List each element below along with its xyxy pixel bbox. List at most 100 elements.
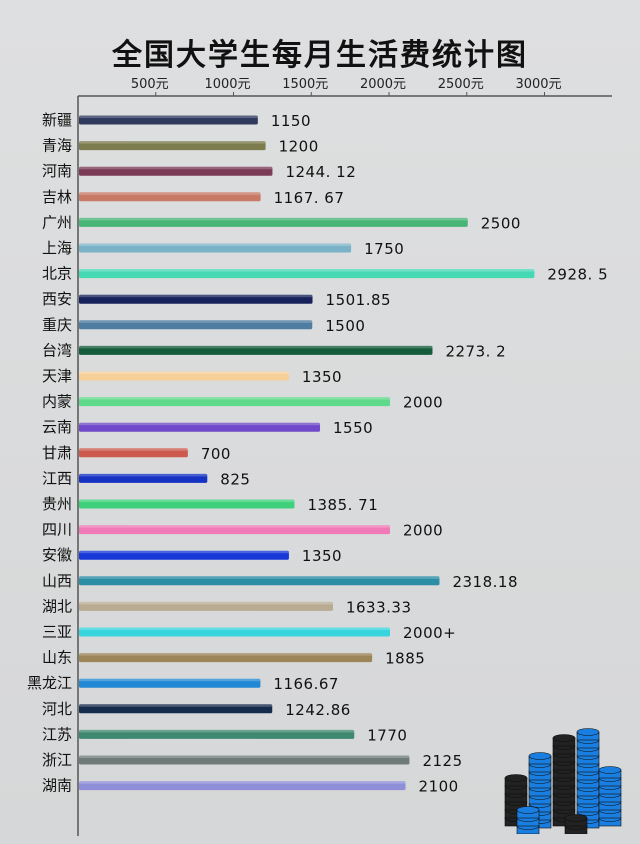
coin-stack: [516, 806, 540, 834]
category-label: 北京: [42, 265, 72, 283]
bar-highlight: [79, 422, 321, 426]
x-tick-label: 3000元: [515, 77, 561, 92]
bar-highlight: [79, 294, 313, 298]
x-tick-label: 1000元: [204, 77, 250, 92]
bar: [79, 192, 261, 202]
bar-highlight: [79, 627, 390, 630]
category-label: 云南: [42, 418, 72, 436]
chart-title: 全国大学生每月生活费统计图: [112, 38, 528, 73]
bar: [79, 525, 390, 535]
value-label: 2125: [422, 752, 462, 770]
category-label: 上海: [42, 239, 72, 257]
value-label: 825: [220, 470, 250, 488]
bar-highlight: [79, 397, 390, 400]
category-label: 贵州: [42, 495, 72, 513]
bar-highlight: [79, 576, 440, 579]
category-label: 新疆: [42, 111, 72, 129]
category-label: 吉林: [42, 188, 72, 206]
value-label: 1166.67: [273, 675, 339, 693]
x-tick-label: 2500元: [438, 77, 484, 92]
bar-highlight: [79, 166, 273, 170]
bar: [79, 422, 321, 432]
coin-stack: [598, 766, 622, 827]
bar-highlight: [79, 704, 273, 707]
category-label: 河北: [42, 700, 72, 718]
bar-highlight: [79, 601, 333, 605]
value-label: 1385. 71: [307, 496, 378, 514]
value-label: 2000: [403, 522, 443, 540]
category-label: 甘肃: [42, 444, 72, 462]
bar-highlight: [79, 755, 410, 758]
bar: [79, 320, 313, 330]
coin-stack: [576, 728, 600, 829]
bar: [79, 345, 433, 355]
bar: [79, 499, 295, 509]
category-label: 天津: [42, 367, 72, 385]
bar: [79, 371, 289, 381]
bar-highlight: [79, 141, 266, 144]
value-label: 2100: [419, 778, 459, 796]
value-label: 2000: [403, 394, 443, 412]
x-tick-label: 1500元: [282, 77, 328, 92]
category-label: 青海: [42, 137, 72, 155]
category-label: 河南: [42, 162, 72, 180]
category-label: 江苏: [42, 725, 72, 743]
value-label: 1242.86: [285, 701, 351, 719]
bar: [79, 653, 373, 663]
value-label: 2273. 2: [445, 342, 506, 360]
bar-highlight: [79, 192, 261, 195]
bar-highlight: [79, 115, 258, 118]
value-label: 1350: [302, 547, 342, 565]
value-label: 2000+: [403, 624, 456, 642]
bar: [79, 627, 390, 637]
value-label: 1244. 12: [285, 163, 356, 181]
bar-highlight: [79, 653, 373, 656]
category-label: 湖南: [42, 777, 72, 795]
value-label: 2318.18: [452, 573, 518, 591]
x-tick-label: 500元: [131, 77, 169, 92]
bar-highlight: [79, 729, 355, 733]
bar-highlight: [79, 448, 188, 451]
bar: [79, 601, 333, 611]
bar-highlight: [79, 243, 352, 246]
category-label: 重庆: [42, 316, 72, 334]
bar: [79, 294, 313, 304]
value-label: 1633.33: [346, 598, 412, 616]
bar-highlight: [79, 320, 313, 323]
bar-highlight: [79, 269, 535, 272]
bar-highlight: [79, 499, 295, 502]
bar-highlight: [79, 525, 390, 528]
category-label: 湖北: [42, 597, 72, 615]
bar: [79, 243, 352, 253]
x-tick-label: 2000元: [360, 77, 406, 92]
bar: [79, 678, 261, 688]
coin-stack: [564, 814, 588, 834]
category-label: 台湾: [42, 341, 72, 359]
value-label: 1750: [364, 240, 404, 258]
category-label: 山西: [42, 572, 72, 590]
category-label: 山东: [42, 649, 72, 667]
value-label: 1200: [279, 138, 319, 156]
value-label: 1500: [325, 317, 365, 335]
category-label: 内蒙: [42, 393, 72, 411]
value-label: 1501.85: [326, 291, 392, 309]
coin-stack: [552, 734, 576, 827]
value-label: 1770: [367, 726, 407, 744]
bar-highlight: [79, 678, 261, 682]
bar: [79, 576, 440, 586]
bar: [79, 781, 406, 791]
bar-highlight: [79, 345, 433, 349]
coins-icon: [504, 728, 622, 834]
category-label: 三亚: [42, 623, 72, 641]
bar: [79, 704, 273, 714]
category-label: 四川: [42, 521, 72, 539]
bar: [79, 166, 273, 176]
bar: [79, 755, 410, 765]
bar: [79, 115, 258, 125]
value-label: 1885: [385, 650, 425, 668]
category-label: 西安: [42, 290, 72, 308]
bar: [79, 269, 535, 279]
value-label: 1167. 67: [274, 189, 345, 207]
